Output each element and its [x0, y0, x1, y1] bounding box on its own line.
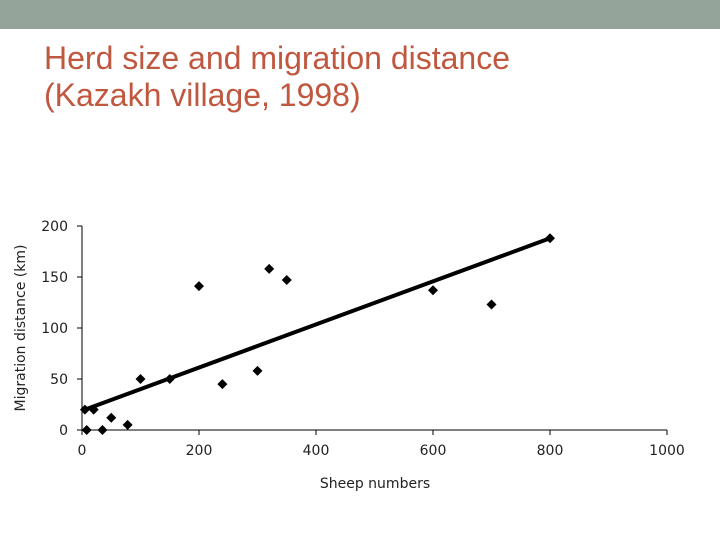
trendline — [82, 236, 552, 412]
data-point — [252, 365, 263, 376]
data-point — [88, 404, 99, 415]
y-tick-label: 50 — [50, 372, 68, 388]
data-point — [106, 412, 117, 423]
data-point — [281, 275, 292, 286]
y-tick-label: 150 — [41, 270, 68, 286]
trendline-layer — [82, 236, 552, 412]
x-tick-label: 400 — [303, 443, 330, 459]
x-tick-label: 1000 — [649, 443, 685, 459]
data-points — [79, 233, 555, 435]
data-point — [217, 379, 228, 390]
y-tick-label: 200 — [41, 219, 68, 235]
y-axis-label: Migration distance (km) — [13, 245, 29, 412]
x-tick-label: 800 — [537, 443, 564, 459]
data-point — [264, 263, 275, 274]
data-point — [122, 419, 133, 430]
data-point — [135, 374, 146, 384]
data-point — [194, 281, 204, 292]
data-point — [97, 425, 108, 435]
slide-top-bar — [0, 0, 720, 29]
data-point — [545, 233, 555, 244]
x-ticks: 0 200 400 600 800 1000 — [78, 430, 685, 459]
data-point — [486, 299, 497, 310]
data-point — [79, 404, 90, 415]
y-ticks: 0 50 100 150 200 — [41, 219, 82, 439]
x-tick-label: 600 — [420, 443, 447, 459]
slide-title: Herd size and migration distance (Kazakh… — [44, 40, 684, 114]
slide-title-line-1: Herd size and migration distance — [44, 40, 511, 76]
data-point — [428, 285, 438, 296]
x-axis-label: Sheep numbers — [320, 476, 430, 492]
data-point — [164, 374, 175, 384]
x-tick-label: 200 — [186, 443, 213, 459]
data-point — [81, 425, 92, 435]
y-tick-label: 100 — [41, 321, 68, 337]
slide-title-line-2: (Kazakh village, 1998) — [44, 77, 361, 113]
x-tick-label: 0 — [78, 443, 87, 459]
y-tick-label: 0 — [59, 423, 68, 439]
